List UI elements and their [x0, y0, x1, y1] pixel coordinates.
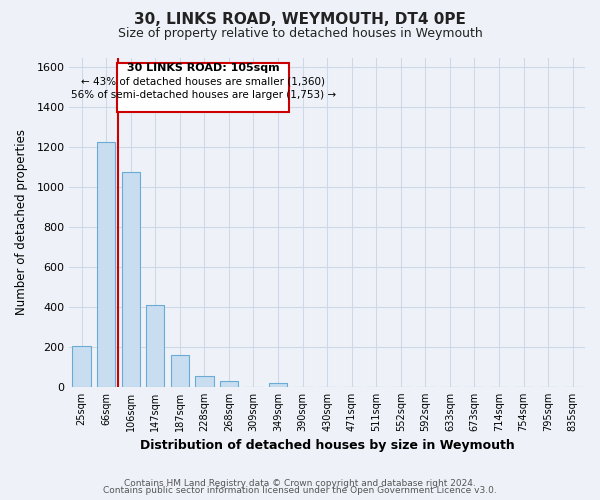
Bar — [146, 305, 164, 387]
Text: 56% of semi-detached houses are larger (1,753) →: 56% of semi-detached houses are larger (… — [71, 90, 336, 101]
Y-axis label: Number of detached properties: Number of detached properties — [15, 129, 28, 315]
X-axis label: Distribution of detached houses by size in Weymouth: Distribution of detached houses by size … — [140, 440, 515, 452]
Text: Size of property relative to detached houses in Weymouth: Size of property relative to detached ho… — [118, 28, 482, 40]
Text: ← 43% of detached houses are smaller (1,360): ← 43% of detached houses are smaller (1,… — [81, 76, 325, 86]
Text: 30, LINKS ROAD, WEYMOUTH, DT4 0PE: 30, LINKS ROAD, WEYMOUTH, DT4 0PE — [134, 12, 466, 28]
Text: Contains HM Land Registry data © Crown copyright and database right 2024.: Contains HM Land Registry data © Crown c… — [124, 478, 476, 488]
Bar — [269, 383, 287, 387]
Bar — [220, 381, 238, 387]
Bar — [97, 142, 115, 387]
FancyBboxPatch shape — [117, 64, 289, 112]
Bar — [122, 172, 140, 387]
Text: 30 LINKS ROAD: 105sqm: 30 LINKS ROAD: 105sqm — [127, 64, 280, 74]
Bar — [195, 376, 214, 387]
Bar — [170, 355, 189, 387]
Bar — [73, 346, 91, 387]
Text: Contains public sector information licensed under the Open Government Licence v3: Contains public sector information licen… — [103, 486, 497, 495]
